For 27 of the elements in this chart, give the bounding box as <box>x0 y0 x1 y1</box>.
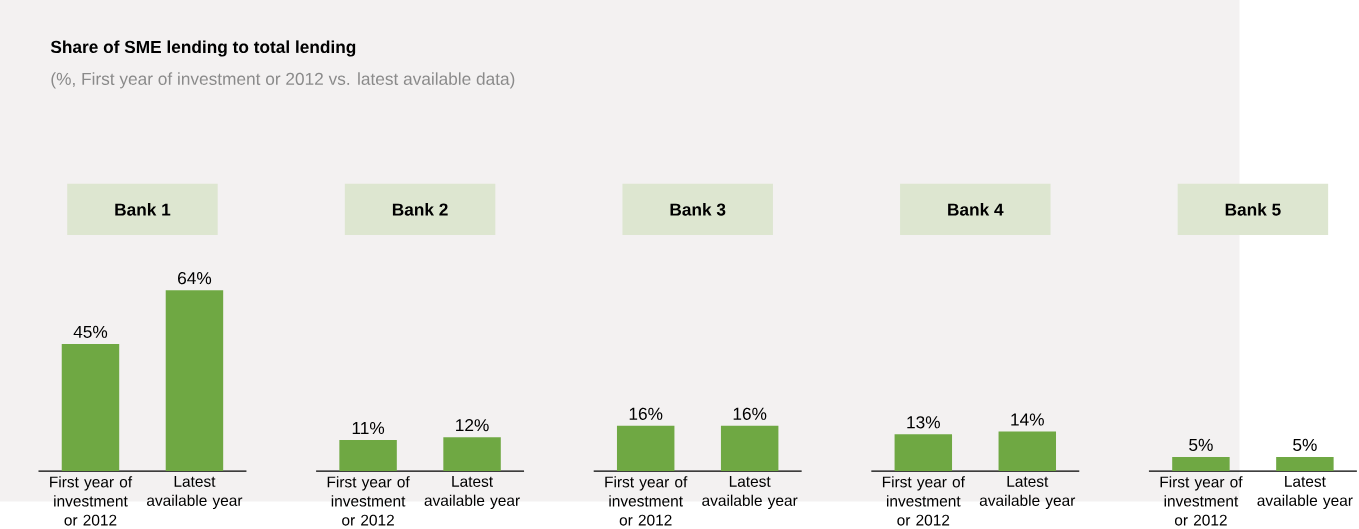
x-tick-label: First year of investment or 2012 <box>50 476 133 526</box>
x-tick-label: Latest available year <box>424 476 520 510</box>
data-label: 13% <box>907 416 940 429</box>
data-label: 16% <box>629 407 663 421</box>
text: (%, First year of investment or 2012 vs. latest available data) <box>51 72 515 89</box>
data-label: 5% <box>1189 439 1213 452</box>
x-tick-label: Latest available year <box>1257 476 1353 510</box>
x-tick-label: First year of investment or 2012 <box>1160 476 1243 526</box>
chart-title: Bank 3 <box>670 203 726 216</box>
chart-title: Bank 4 <box>948 203 1004 216</box>
data-label: 11% <box>352 422 385 435</box>
data-label: 5% <box>1293 439 1317 452</box>
chart-title: Bank 5 <box>1225 203 1281 216</box>
data-label: 14% <box>1011 413 1044 426</box>
chart-title: Bank 1 <box>115 203 171 216</box>
x-tick-label: Latest available year <box>979 476 1076 510</box>
x-tick-label: First year of investment or 2012 <box>882 476 965 526</box>
data-label: 45% <box>73 325 108 339</box>
x-tick-label: Latest available year <box>702 476 798 510</box>
data-label: 12% <box>456 419 489 432</box>
x-tick-label: Latest available year <box>147 476 243 510</box>
x-tick-label: First year of investment or 2012 <box>605 476 688 526</box>
chart-title: Bank 2 <box>392 203 448 216</box>
text: Share of SME lending to total lending <box>50 40 356 57</box>
data-label: 64% <box>178 272 212 285</box>
x-tick-label: First year of investment or 2012 <box>327 476 410 526</box>
data-label: 16% <box>733 407 767 421</box>
